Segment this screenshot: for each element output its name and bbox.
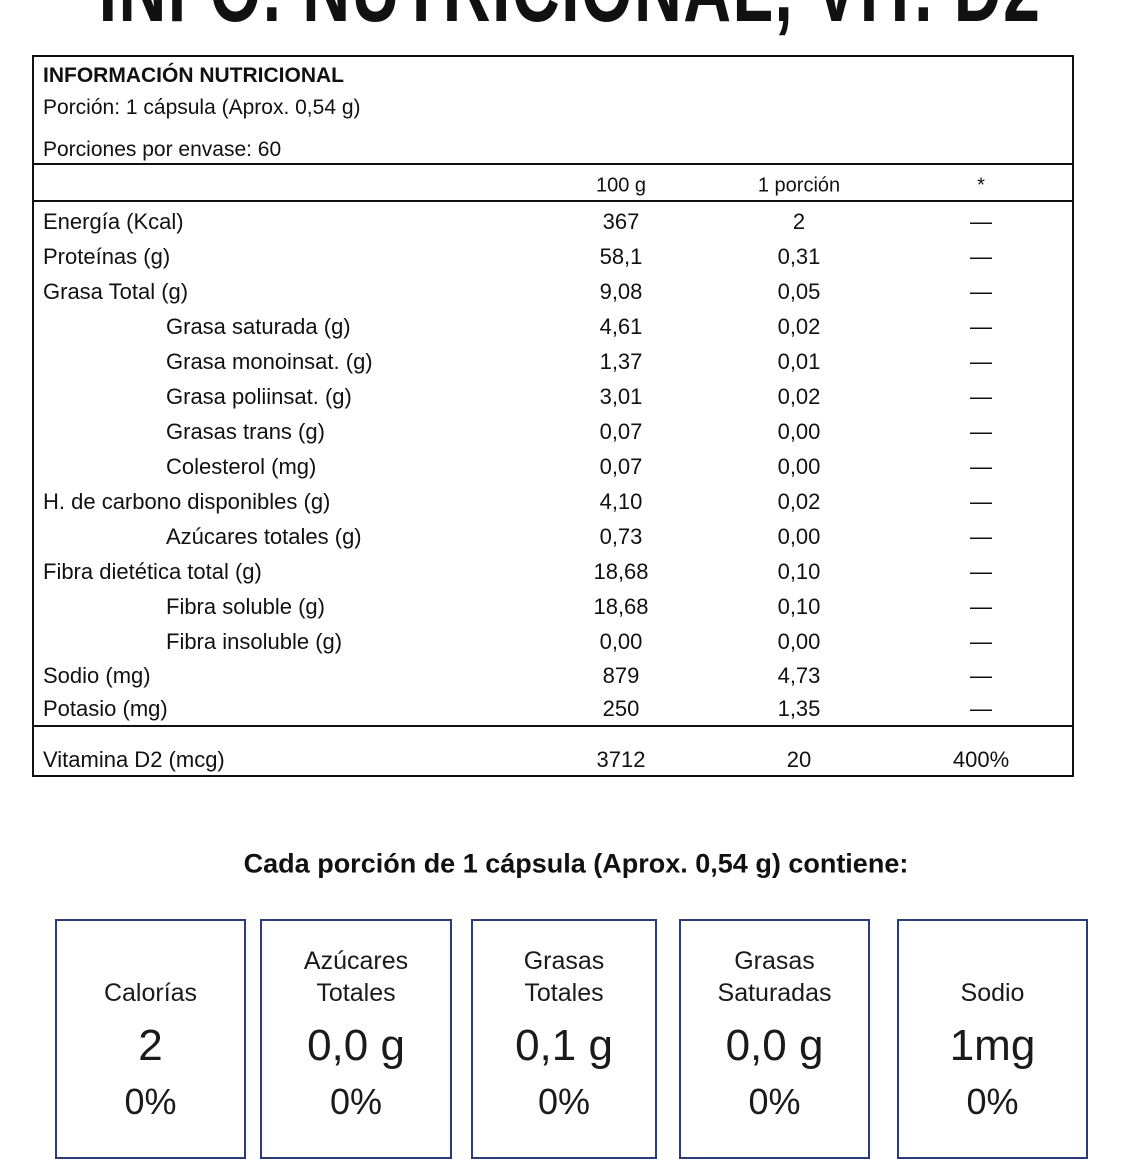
cell: — [970,244,992,269]
cell: 250 [602,696,640,721]
cell: — [970,662,992,688]
cell: 2 [792,209,806,234]
row-label: Grasas trans (g) [166,419,325,444]
cell: 18,68 [593,594,649,619]
summary-label: Sodio [960,979,1025,1007]
cell: 879 [602,662,640,688]
cell: 1,37 [599,349,643,374]
row-label: Proteínas (g) [43,244,171,269]
cell: — [970,209,992,234]
row-label: Colesterol (mg) [166,454,317,479]
row-label: Fibra insoluble (g) [166,629,343,654]
row-label: Azúcares totales (g) [166,524,362,549]
row-label: Fibra soluble (g) [166,594,325,619]
cell: 58,1 [599,244,643,269]
cell: — [970,696,992,721]
divider [34,163,1072,165]
cell: 0,00 [777,629,821,654]
summary-amount: 0,1 g [515,1021,613,1070]
cell: — [970,314,992,339]
cell: — [970,454,992,479]
summary-box: Sodio 1mg 0% [897,919,1088,1159]
summary-label: Grasas Saturadas [717,947,832,1007]
summary-box: Calorías 2 0% [55,919,246,1159]
cell: 0,00 [777,524,821,549]
cell: 20 [786,747,812,772]
cell: 4,10 [599,489,643,514]
row-label: Potasio (mg) [43,696,168,721]
portion: Porción: 1 cápsula (Aprox. 0,54 g) [43,96,361,119]
cell: 0,05 [777,279,821,304]
cell: 0,07 [599,419,643,444]
cell: 0,02 [777,489,821,514]
cell: — [970,594,992,619]
cell: 0,31 [777,244,821,269]
cell: — [970,384,992,409]
nutrition-table: INFORMACIÓN NUTRICIONAL Porción: 1 cápsu… [32,55,1074,777]
cell: 0,00 [777,419,821,444]
summary-box: Grasas Totales 0,1 g 0% [471,919,657,1159]
cell: 1,35 [777,696,821,721]
row-label: Fibra dietética total (g) [43,559,262,584]
summary-percent: 0% [537,1081,591,1122]
cell: — [970,489,992,514]
summary-percent: 0% [124,1081,177,1122]
summary-label: Calorías [103,979,198,1007]
cell: — [970,559,992,584]
cell: 9,08 [599,279,643,304]
cell: 4,73 [777,662,821,688]
cell: 0,00 [777,454,821,479]
cell: 0,73 [599,524,643,549]
cell: 0,00 [599,629,643,654]
row-label: Vitamina D2 (mcg) [43,747,225,772]
summary-box: Grasas Saturadas 0,0 g 0% [679,919,870,1159]
cell: 3712 [596,747,646,772]
cell: — [970,629,992,654]
cell: — [970,279,992,304]
row-label: Energía (Kcal) [43,209,184,234]
row-label: Sodio (mg) [43,662,151,688]
page-title: INFO. NUTRICIONAL, VIT. D2 [99,0,1042,43]
cell: 0,02 [777,384,821,409]
summary-heading: Cada porción de 1 cápsula (Aprox. 0,54 g… [243,848,909,879]
summary-percent: 0% [748,1081,801,1122]
cell: 4,61 [599,314,643,339]
servings: Porciones por envase: 60 [43,138,282,161]
row-label: Grasa saturada (g) [166,314,351,339]
summary-amount: 1mg [949,1021,1036,1070]
column-header: * [977,174,985,197]
cell: — [970,349,992,374]
summary-label: Grasas Totales [523,947,605,1007]
cell: — [970,419,992,444]
cell: 3,01 [599,384,643,409]
column-header: 1 porción [757,174,841,197]
cell: — [970,524,992,549]
summary-amount: 0,0 g [307,1021,405,1070]
column-header: 100 g [595,174,647,197]
summary-amount: 2 [138,1021,163,1070]
summary-percent: 0% [329,1081,383,1122]
summary-percent: 0% [966,1081,1019,1122]
cell: 18,68 [593,559,649,584]
table-title: INFORMACIÓN NUTRICIONAL [43,64,344,87]
cell: 0,10 [777,559,821,584]
row-label: Grasa monoinsat. (g) [166,349,373,374]
divider [34,725,1072,727]
cell: 0,07 [599,454,643,479]
cell: 367 [602,209,640,234]
cell: 400% [952,747,1010,772]
row-label: Grasa Total (g) [43,279,189,304]
divider [34,200,1072,202]
cell: 0,02 [777,314,821,339]
row-label: Grasa poliinsat. (g) [166,384,352,409]
summary-amount: 0,0 g [725,1021,824,1070]
row-label: H. de carbono disponibles (g) [43,489,331,514]
summary-label: Azúcares Totales [303,947,409,1007]
summary-box: Azúcares Totales 0,0 g 0% [260,919,452,1159]
cell: 0,10 [777,594,821,619]
cell: 0,01 [777,349,821,374]
